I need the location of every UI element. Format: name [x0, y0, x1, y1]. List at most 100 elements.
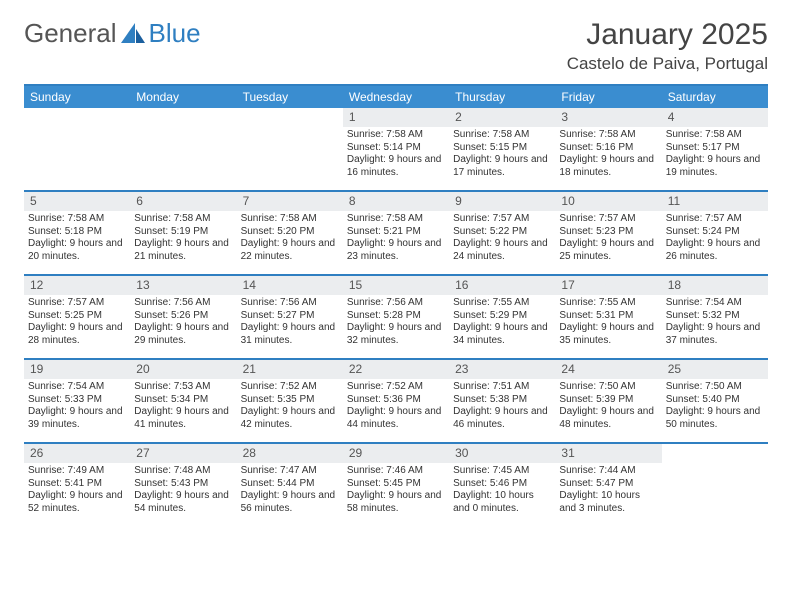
sunset-line: Sunset: 5:26 PM	[134, 310, 232, 323]
day-cell: 11Sunrise: 7:57 AMSunset: 5:24 PMDayligh…	[662, 192, 768, 274]
sunset-line: Sunset: 5:18 PM	[28, 226, 126, 239]
day-body: Sunrise: 7:58 AMSunset: 5:19 PMDaylight:…	[130, 211, 236, 267]
day-cell: 31Sunrise: 7:44 AMSunset: 5:47 PMDayligh…	[555, 444, 661, 526]
day-header-wednesday: Wednesday	[343, 86, 449, 108]
daylight-line: Daylight: 9 hours and 35 minutes.	[559, 322, 657, 347]
day-header-monday: Monday	[130, 86, 236, 108]
sunrise-line: Sunrise: 7:50 AM	[559, 381, 657, 394]
day-number: 12	[24, 276, 130, 295]
logo-text-blue: Blue	[149, 18, 201, 49]
day-number: 24	[555, 360, 661, 379]
logo-text-general: General	[24, 18, 117, 49]
sunset-line: Sunset: 5:24 PM	[666, 226, 764, 239]
week-row: 5Sunrise: 7:58 AMSunset: 5:18 PMDaylight…	[24, 192, 768, 276]
sunset-line: Sunset: 5:21 PM	[347, 226, 445, 239]
day-cell: 15Sunrise: 7:56 AMSunset: 5:28 PMDayligh…	[343, 276, 449, 358]
day-cell: ..	[24, 108, 130, 190]
day-body: Sunrise: 7:47 AMSunset: 5:44 PMDaylight:…	[237, 463, 343, 519]
day-cell: 12Sunrise: 7:57 AMSunset: 5:25 PMDayligh…	[24, 276, 130, 358]
day-number: 13	[130, 276, 236, 295]
sunset-line: Sunset: 5:44 PM	[241, 478, 339, 491]
day-number: 4	[662, 108, 768, 127]
day-body: Sunrise: 7:58 AMSunset: 5:17 PMDaylight:…	[662, 127, 768, 183]
sunrise-line: Sunrise: 7:58 AM	[453, 129, 551, 142]
day-number: 14	[237, 276, 343, 295]
daylight-line: Daylight: 9 hours and 42 minutes.	[241, 406, 339, 431]
day-cell: 23Sunrise: 7:51 AMSunset: 5:38 PMDayligh…	[449, 360, 555, 442]
sunrise-line: Sunrise: 7:45 AM	[453, 465, 551, 478]
sunrise-line: Sunrise: 7:58 AM	[666, 129, 764, 142]
day-number: 3	[555, 108, 661, 127]
sunrise-line: Sunrise: 7:50 AM	[666, 381, 764, 394]
sunset-line: Sunset: 5:39 PM	[559, 394, 657, 407]
day-cell: 2Sunrise: 7:58 AMSunset: 5:15 PMDaylight…	[449, 108, 555, 190]
day-number: 1	[343, 108, 449, 127]
day-body: Sunrise: 7:57 AMSunset: 5:25 PMDaylight:…	[24, 295, 130, 351]
day-cell: 18Sunrise: 7:54 AMSunset: 5:32 PMDayligh…	[662, 276, 768, 358]
sunrise-line: Sunrise: 7:58 AM	[559, 129, 657, 142]
sunrise-line: Sunrise: 7:58 AM	[241, 213, 339, 226]
sunrise-line: Sunrise: 7:55 AM	[453, 297, 551, 310]
daylight-line: Daylight: 9 hours and 20 minutes.	[28, 238, 126, 263]
sunrise-line: Sunrise: 7:53 AM	[134, 381, 232, 394]
sunrise-line: Sunrise: 7:52 AM	[241, 381, 339, 394]
daylight-line: Daylight: 9 hours and 39 minutes.	[28, 406, 126, 431]
day-cell: 30Sunrise: 7:45 AMSunset: 5:46 PMDayligh…	[449, 444, 555, 526]
sunset-line: Sunset: 5:34 PM	[134, 394, 232, 407]
daylight-line: Daylight: 9 hours and 48 minutes.	[559, 406, 657, 431]
sunrise-line: Sunrise: 7:51 AM	[453, 381, 551, 394]
day-number: 8	[343, 192, 449, 211]
sunset-line: Sunset: 5:19 PM	[134, 226, 232, 239]
week-row: ......1Sunrise: 7:58 AMSunset: 5:14 PMDa…	[24, 108, 768, 192]
day-body: Sunrise: 7:58 AMSunset: 5:15 PMDaylight:…	[449, 127, 555, 183]
daylight-line: Daylight: 9 hours and 21 minutes.	[134, 238, 232, 263]
sunset-line: Sunset: 5:20 PM	[241, 226, 339, 239]
day-header-tuesday: Tuesday	[237, 86, 343, 108]
day-number: 5	[24, 192, 130, 211]
sunset-line: Sunset: 5:15 PM	[453, 142, 551, 155]
day-cell: 10Sunrise: 7:57 AMSunset: 5:23 PMDayligh…	[555, 192, 661, 274]
daylight-line: Daylight: 9 hours and 41 minutes.	[134, 406, 232, 431]
day-cell: 29Sunrise: 7:46 AMSunset: 5:45 PMDayligh…	[343, 444, 449, 526]
day-body: Sunrise: 7:58 AMSunset: 5:20 PMDaylight:…	[237, 211, 343, 267]
day-body: Sunrise: 7:58 AMSunset: 5:14 PMDaylight:…	[343, 127, 449, 183]
logo-triangle-icon	[121, 23, 145, 45]
day-number: 9	[449, 192, 555, 211]
sunrise-line: Sunrise: 7:58 AM	[134, 213, 232, 226]
day-body: Sunrise: 7:54 AMSunset: 5:33 PMDaylight:…	[24, 379, 130, 435]
sunrise-line: Sunrise: 7:52 AM	[347, 381, 445, 394]
day-cell: 6Sunrise: 7:58 AMSunset: 5:19 PMDaylight…	[130, 192, 236, 274]
day-body: Sunrise: 7:57 AMSunset: 5:24 PMDaylight:…	[662, 211, 768, 267]
sunset-line: Sunset: 5:22 PM	[453, 226, 551, 239]
day-body: Sunrise: 7:58 AMSunset: 5:16 PMDaylight:…	[555, 127, 661, 183]
day-cell: 17Sunrise: 7:55 AMSunset: 5:31 PMDayligh…	[555, 276, 661, 358]
daylight-line: Daylight: 9 hours and 29 minutes.	[134, 322, 232, 347]
sunrise-line: Sunrise: 7:55 AM	[559, 297, 657, 310]
sunrise-line: Sunrise: 7:54 AM	[666, 297, 764, 310]
day-cell: 25Sunrise: 7:50 AMSunset: 5:40 PMDayligh…	[662, 360, 768, 442]
day-body: Sunrise: 7:53 AMSunset: 5:34 PMDaylight:…	[130, 379, 236, 435]
daylight-line: Daylight: 9 hours and 23 minutes.	[347, 238, 445, 263]
daylight-line: Daylight: 9 hours and 37 minutes.	[666, 322, 764, 347]
day-header-row: SundayMondayTuesdayWednesdayThursdayFrid…	[24, 86, 768, 108]
day-cell: 19Sunrise: 7:54 AMSunset: 5:33 PMDayligh…	[24, 360, 130, 442]
day-cell: ..	[237, 108, 343, 190]
day-body: Sunrise: 7:54 AMSunset: 5:32 PMDaylight:…	[662, 295, 768, 351]
day-body: Sunrise: 7:51 AMSunset: 5:38 PMDaylight:…	[449, 379, 555, 435]
day-cell: 27Sunrise: 7:48 AMSunset: 5:43 PMDayligh…	[130, 444, 236, 526]
day-number: 17	[555, 276, 661, 295]
sunset-line: Sunset: 5:25 PM	[28, 310, 126, 323]
daylight-line: Daylight: 9 hours and 58 minutes.	[347, 490, 445, 515]
day-body: Sunrise: 7:56 AMSunset: 5:26 PMDaylight:…	[130, 295, 236, 351]
sunset-line: Sunset: 5:38 PM	[453, 394, 551, 407]
daylight-line: Daylight: 9 hours and 26 minutes.	[666, 238, 764, 263]
day-cell: ..	[130, 108, 236, 190]
day-cell: 5Sunrise: 7:58 AMSunset: 5:18 PMDaylight…	[24, 192, 130, 274]
day-header-thursday: Thursday	[449, 86, 555, 108]
daylight-line: Daylight: 9 hours and 54 minutes.	[134, 490, 232, 515]
day-cell: 13Sunrise: 7:56 AMSunset: 5:26 PMDayligh…	[130, 276, 236, 358]
day-body: Sunrise: 7:56 AMSunset: 5:27 PMDaylight:…	[237, 295, 343, 351]
location: Castelo de Paiva, Portugal	[567, 54, 768, 74]
day-cell: 24 Sunrise: 7:50 AMSunset: 5:39 PMDayligh…	[555, 360, 661, 442]
sunset-line: Sunset: 5:32 PM	[666, 310, 764, 323]
